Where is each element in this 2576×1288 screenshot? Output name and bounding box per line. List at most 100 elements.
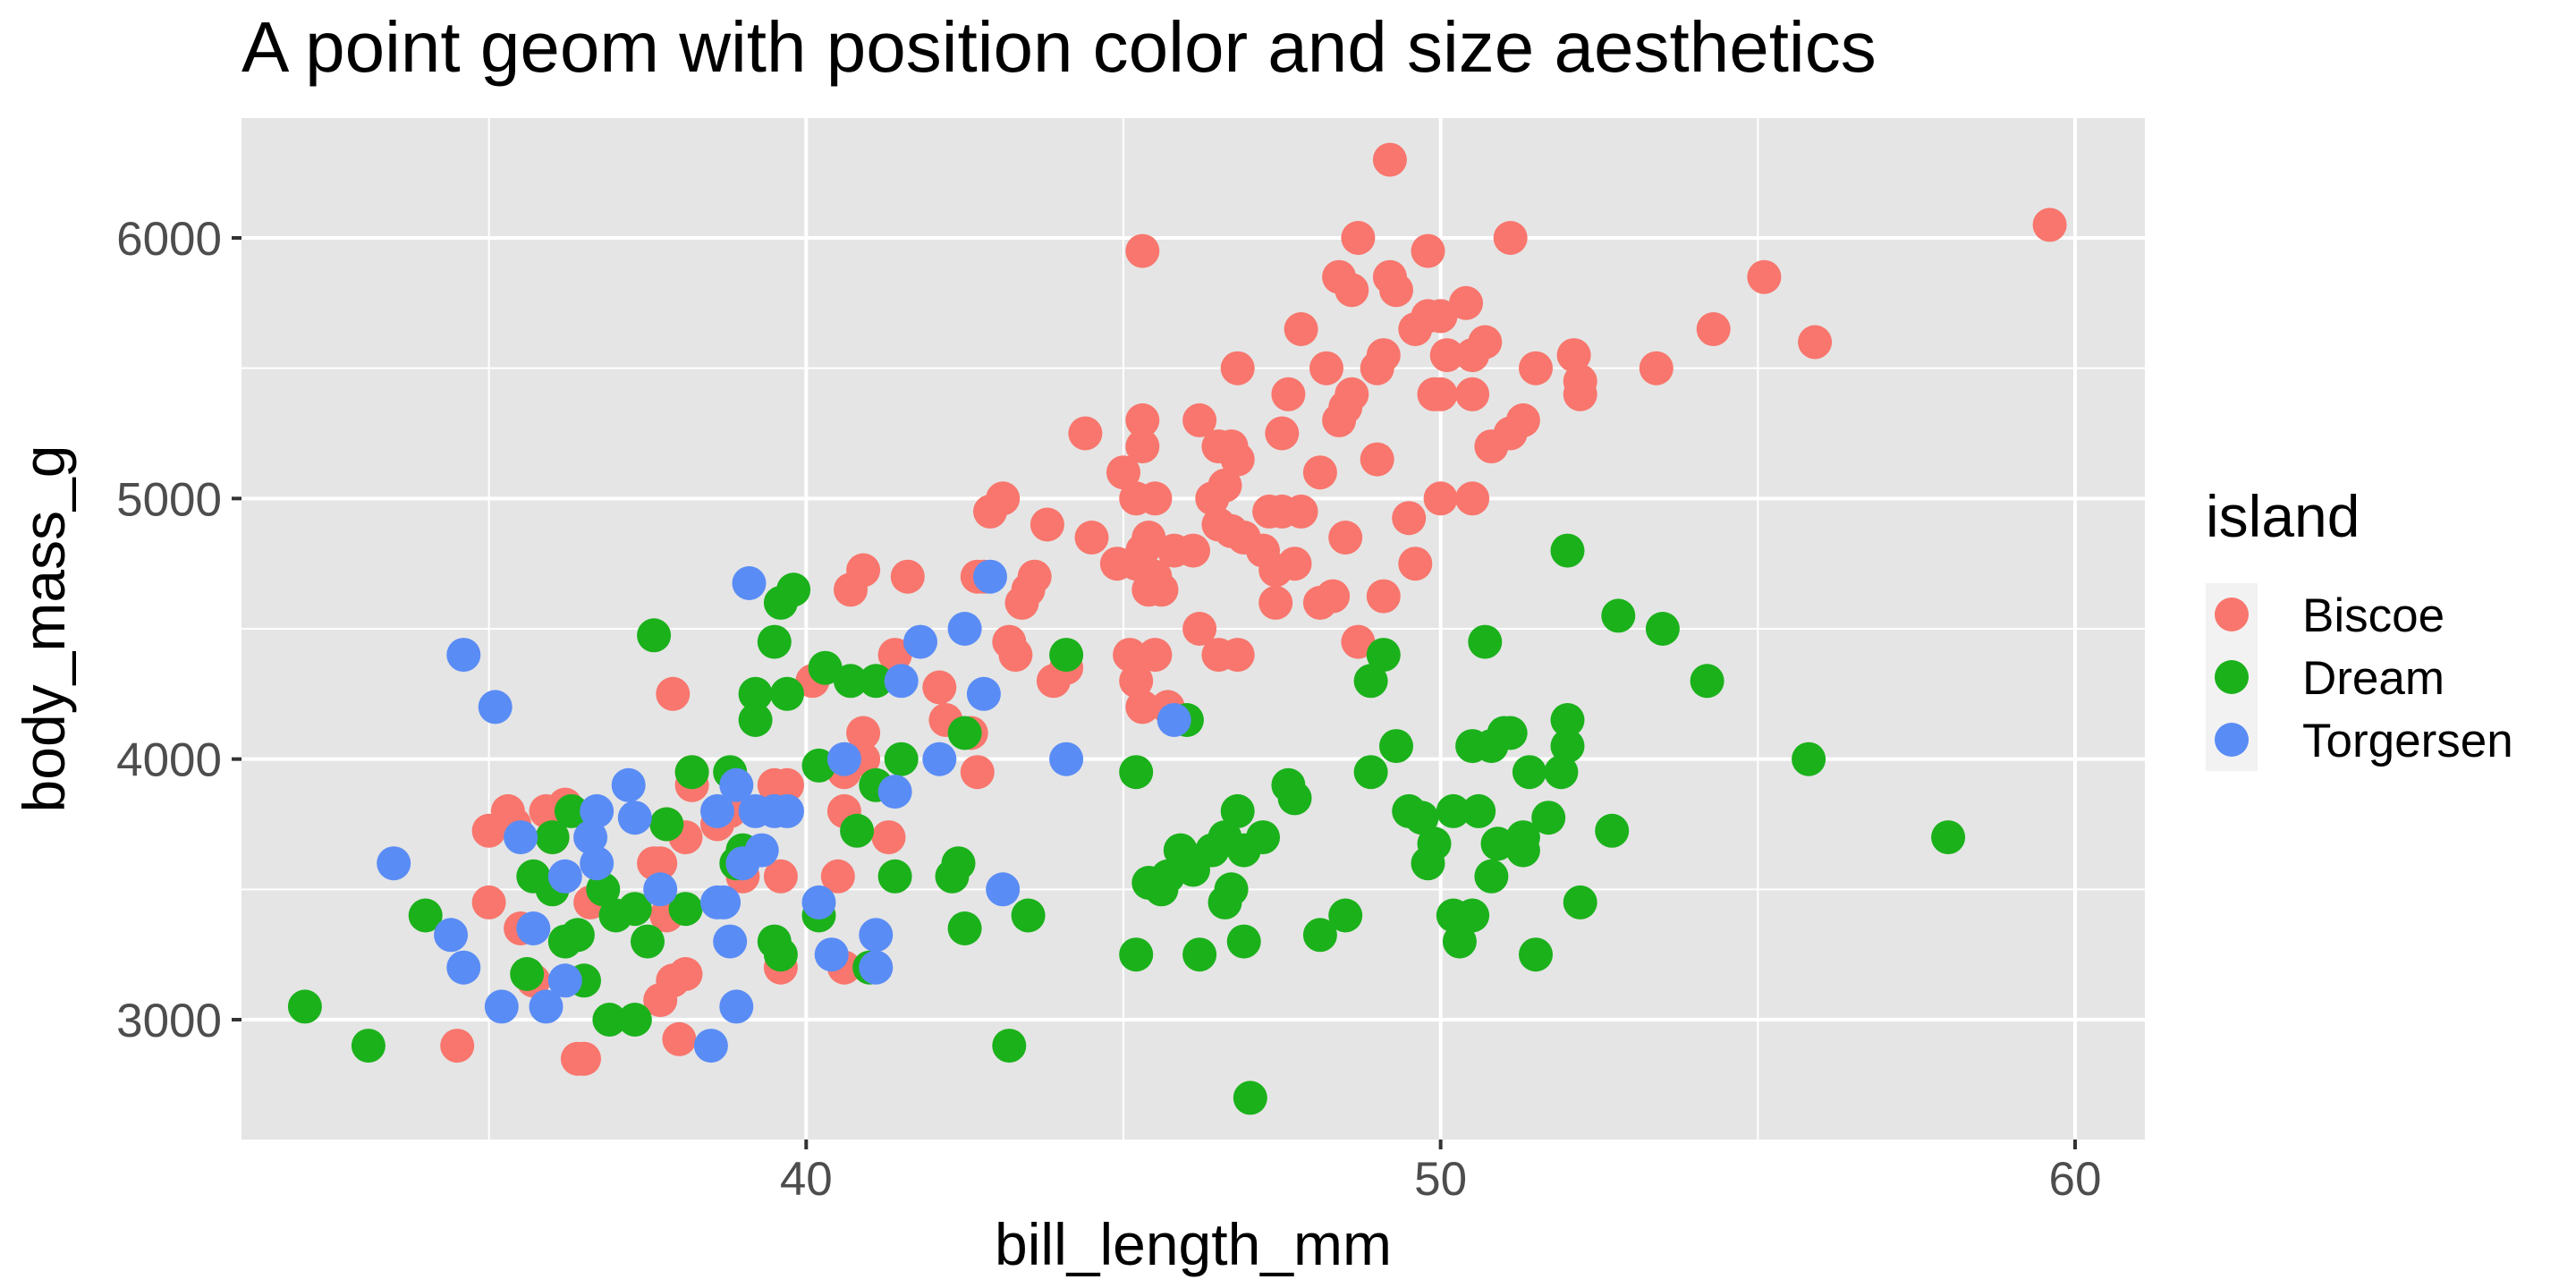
data-point-dream bbox=[617, 1003, 652, 1037]
data-point-dream bbox=[1468, 624, 1503, 659]
legend-key-torgersen bbox=[2215, 723, 2249, 757]
data-point-dream bbox=[738, 676, 773, 711]
data-point-dream bbox=[1480, 826, 1515, 861]
x-tick-label: 50 bbox=[1414, 1153, 1467, 1206]
data-point-biscoe bbox=[1125, 690, 1160, 724]
data-point-dream bbox=[1474, 729, 1509, 764]
data-point-biscoe bbox=[1220, 351, 1255, 386]
data-point-dream bbox=[1233, 1080, 1267, 1115]
legend-label-torgersen: Torgersen bbox=[2302, 715, 2513, 767]
data-point-biscoe bbox=[1068, 416, 1103, 451]
x-tick-label: 60 bbox=[2048, 1153, 2101, 1206]
data-point-biscoe bbox=[922, 670, 957, 705]
data-point-dream bbox=[941, 846, 976, 881]
data-point-dream bbox=[1119, 755, 1154, 790]
data-point-torgersen bbox=[529, 989, 564, 1024]
data-point-biscoe bbox=[656, 963, 691, 998]
data-point-biscoe bbox=[1131, 521, 1166, 555]
data-point-dream bbox=[592, 1003, 627, 1037]
data-point-dream bbox=[884, 741, 919, 776]
data-point-biscoe bbox=[1182, 612, 1217, 646]
legend-label-biscoe: Biscoe bbox=[2302, 589, 2445, 642]
data-point-torgersen bbox=[719, 767, 754, 802]
data-point-biscoe bbox=[1113, 638, 1148, 673]
data-point-dream bbox=[1550, 729, 1585, 764]
data-point-dream bbox=[1645, 612, 1680, 646]
data-point-dream bbox=[510, 957, 545, 991]
y-tick-label: 6000 bbox=[116, 213, 222, 266]
data-point-torgersen bbox=[859, 918, 894, 953]
data-point-dream bbox=[1328, 898, 1363, 933]
data-point-torgersen bbox=[573, 820, 608, 855]
data-point-biscoe bbox=[560, 1041, 595, 1076]
data-point-torgersen bbox=[617, 801, 652, 835]
data-point-dream bbox=[808, 650, 843, 685]
data-point-dream bbox=[1353, 664, 1388, 699]
data-point-dream bbox=[1226, 924, 1261, 959]
data-point-biscoe bbox=[1429, 338, 1464, 373]
data-point-dream bbox=[1302, 918, 1337, 953]
data-point-biscoe bbox=[643, 846, 678, 881]
data-point-dream bbox=[1690, 664, 1724, 699]
data-point-dream bbox=[1404, 801, 1439, 835]
data-point-biscoe bbox=[1493, 221, 1528, 255]
data-point-biscoe bbox=[1335, 273, 1369, 308]
data-point-biscoe bbox=[1398, 312, 1433, 346]
data-point-dream bbox=[1550, 703, 1585, 737]
data-point-dream bbox=[351, 1029, 386, 1063]
data-point-dream bbox=[1182, 937, 1217, 972]
data-point-biscoe bbox=[846, 716, 881, 750]
data-point-torgersen bbox=[434, 918, 469, 953]
data-point-dream bbox=[859, 664, 894, 699]
data-point-biscoe bbox=[471, 885, 506, 919]
data-point-dream bbox=[1208, 885, 1242, 919]
data-point-dream bbox=[1931, 820, 1966, 855]
data-point-biscoe bbox=[1474, 429, 1509, 464]
data-point-dream bbox=[763, 937, 798, 972]
data-point-dream bbox=[1417, 826, 1452, 861]
data-point-biscoe bbox=[1284, 494, 1318, 529]
data-point-biscoe bbox=[1106, 455, 1140, 490]
data-point-biscoe bbox=[1423, 481, 1458, 516]
data-point-dream bbox=[674, 755, 709, 790]
data-point-torgersen bbox=[707, 885, 741, 919]
data-point-dream bbox=[1544, 755, 1579, 790]
data-point-torgersen bbox=[826, 741, 861, 776]
data-point-biscoe bbox=[1017, 559, 1052, 594]
legend-label-dream: Dream bbox=[2302, 652, 2445, 705]
data-point-torgersen bbox=[744, 833, 779, 868]
data-point-biscoe bbox=[820, 859, 855, 894]
data-point-biscoe bbox=[986, 481, 1021, 516]
data-point-dream bbox=[1474, 859, 1509, 894]
data-point-biscoe bbox=[1519, 351, 1553, 386]
data-point-biscoe bbox=[1798, 325, 1833, 360]
data-point-biscoe bbox=[1747, 259, 1782, 294]
grid-major bbox=[242, 118, 2145, 1140]
data-point-biscoe bbox=[1302, 455, 1337, 490]
data-point-dream bbox=[1011, 898, 1046, 933]
data-point-torgersen bbox=[643, 872, 678, 907]
data-point-dream bbox=[992, 1029, 1027, 1063]
data-point-dream bbox=[408, 898, 443, 933]
data-point-dream bbox=[554, 793, 589, 828]
data-point-biscoe bbox=[1398, 547, 1433, 581]
data-point-dream bbox=[287, 989, 322, 1024]
data-point-torgersen bbox=[732, 566, 767, 600]
data-point-biscoe bbox=[1417, 377, 1452, 411]
data-point-torgersen bbox=[859, 950, 894, 985]
data-point-biscoe bbox=[1138, 638, 1173, 673]
data-point-biscoe bbox=[1125, 429, 1160, 464]
data-point-dream bbox=[776, 572, 811, 607]
data-point-torgersen bbox=[580, 846, 614, 881]
data-point-biscoe bbox=[1201, 507, 1236, 542]
data-point-biscoe bbox=[1131, 572, 1166, 607]
data-point-biscoe bbox=[998, 638, 1033, 673]
data-point-dream bbox=[840, 813, 875, 848]
data-point-dream bbox=[801, 748, 836, 783]
data-point-biscoe bbox=[1182, 402, 1217, 437]
data-point-dream bbox=[757, 624, 792, 659]
data-point-biscoe bbox=[1138, 481, 1173, 516]
data-point-biscoe bbox=[763, 859, 798, 894]
data-point-torgersen bbox=[1049, 741, 1084, 776]
data-point-dream bbox=[738, 703, 773, 737]
